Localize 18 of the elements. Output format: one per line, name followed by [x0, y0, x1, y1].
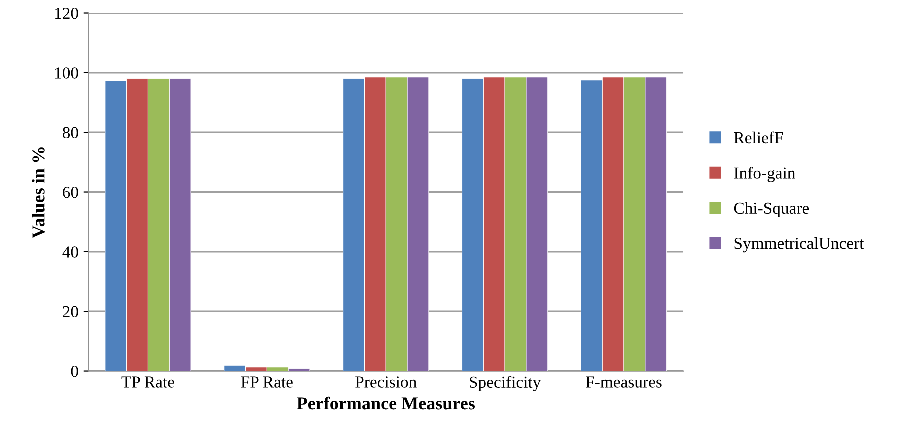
y-tick-label: 0 — [71, 366, 78, 378]
y-tick-label: 80 — [63, 127, 78, 139]
y-axis-title: Values in % — [32, 148, 45, 238]
x-tick-label: F-measures — [586, 376, 662, 388]
x-tick-label: TP Rate — [122, 376, 174, 388]
y-tick-label: 20 — [63, 306, 78, 318]
y-tick-label: 40 — [62, 246, 78, 258]
legend-label: Info-gain — [734, 167, 796, 182]
y-tick-label: 60 — [63, 186, 78, 198]
x-tick-label: FP Rate — [241, 376, 293, 388]
legend-label: ReliefF — [734, 132, 784, 144]
legend-label: SymmetricalUncert — [734, 237, 864, 253]
x-axis-title: Performance Measures — [297, 396, 476, 410]
legend-label: Chi-Square — [734, 202, 810, 218]
y-tick-label: 100 — [56, 68, 78, 79]
y-tick-label: 120 — [56, 8, 78, 20]
x-tick-label: Specificity — [470, 376, 542, 392]
x-tick-label: Precision — [356, 376, 417, 388]
